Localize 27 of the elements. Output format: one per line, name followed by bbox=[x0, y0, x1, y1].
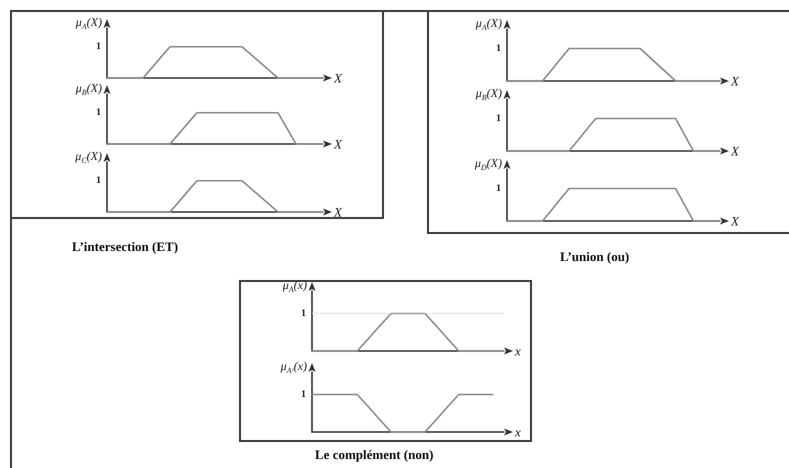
x-axis-title: x bbox=[514, 344, 521, 358]
y-axis-title: μ$_{B}$(X) bbox=[76, 81, 102, 97]
text: 1 bbox=[96, 174, 101, 186]
y-axis-title: μ$_{A}$(X) bbox=[76, 15, 102, 31]
y-axis-title: μ$_{C}$(X) bbox=[75, 149, 102, 165]
text: 1 bbox=[301, 388, 306, 400]
text: 1 bbox=[301, 308, 306, 318]
text: 1 bbox=[496, 42, 501, 54]
y-axis-title: μ$_{B}$(X) bbox=[476, 86, 502, 102]
y-axis-title: μ$_{Aᶜ}$(x) bbox=[280, 359, 307, 375]
x-axis-title: X bbox=[730, 74, 740, 88]
text: 1 bbox=[96, 106, 101, 118]
y-axis-title: μ$_{A}$(X) bbox=[476, 16, 502, 32]
text: 1 bbox=[496, 112, 501, 124]
y-axis-title: μ$_{A}$(x) bbox=[282, 278, 307, 294]
x-axis-title: X bbox=[333, 70, 343, 86]
x-axis-title: X bbox=[333, 204, 343, 220]
text: 1 bbox=[96, 40, 101, 52]
text: L’union (ou) bbox=[560, 249, 630, 264]
x-axis-title: X bbox=[730, 214, 740, 228]
x-axis-title: X bbox=[730, 144, 740, 158]
text: L’intersection (ET) bbox=[72, 239, 178, 254]
y-axis-title: μ$_{D}$(X) bbox=[474, 156, 502, 172]
x-axis-title: X bbox=[333, 136, 343, 152]
text: 1 bbox=[496, 182, 501, 194]
x-axis-title: x bbox=[514, 424, 521, 440]
text: Le complément (non) bbox=[315, 447, 434, 462]
